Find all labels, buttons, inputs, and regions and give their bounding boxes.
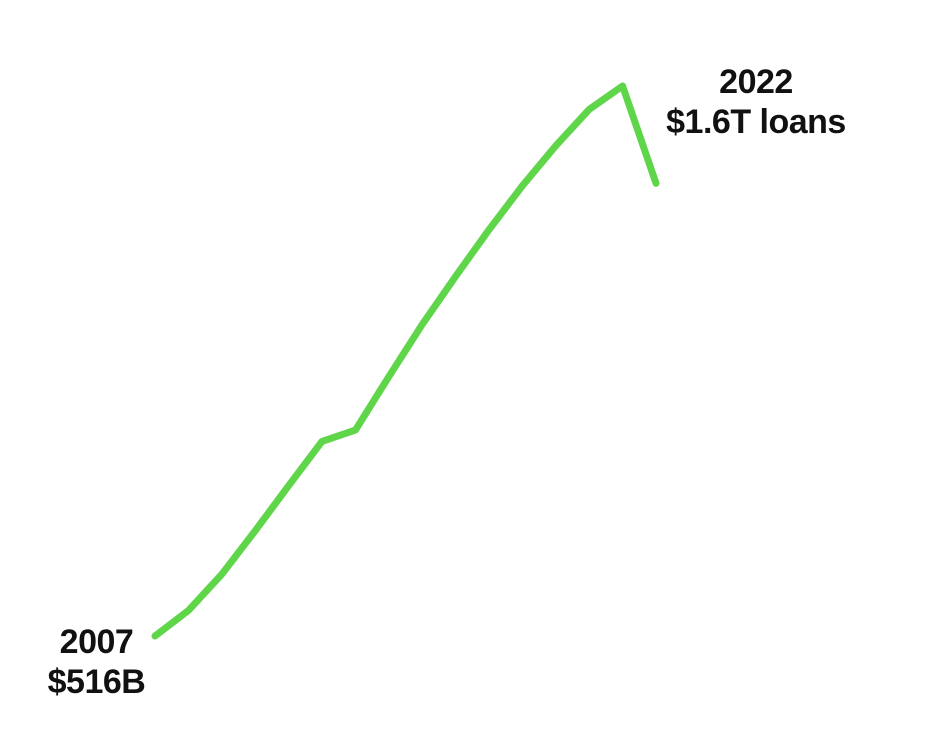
end-value-label: $1.6T loans <box>666 103 846 141</box>
series-line-student-loans <box>151 82 660 640</box>
end-annotation: 2022 $1.6T loans <box>646 62 866 142</box>
start-value-label: $516B <box>47 663 146 701</box>
start-annotation: 2007 $516B <box>34 622 159 702</box>
end-year-label: 2022 <box>719 63 793 101</box>
start-year-label: 2007 <box>59 623 134 661</box>
